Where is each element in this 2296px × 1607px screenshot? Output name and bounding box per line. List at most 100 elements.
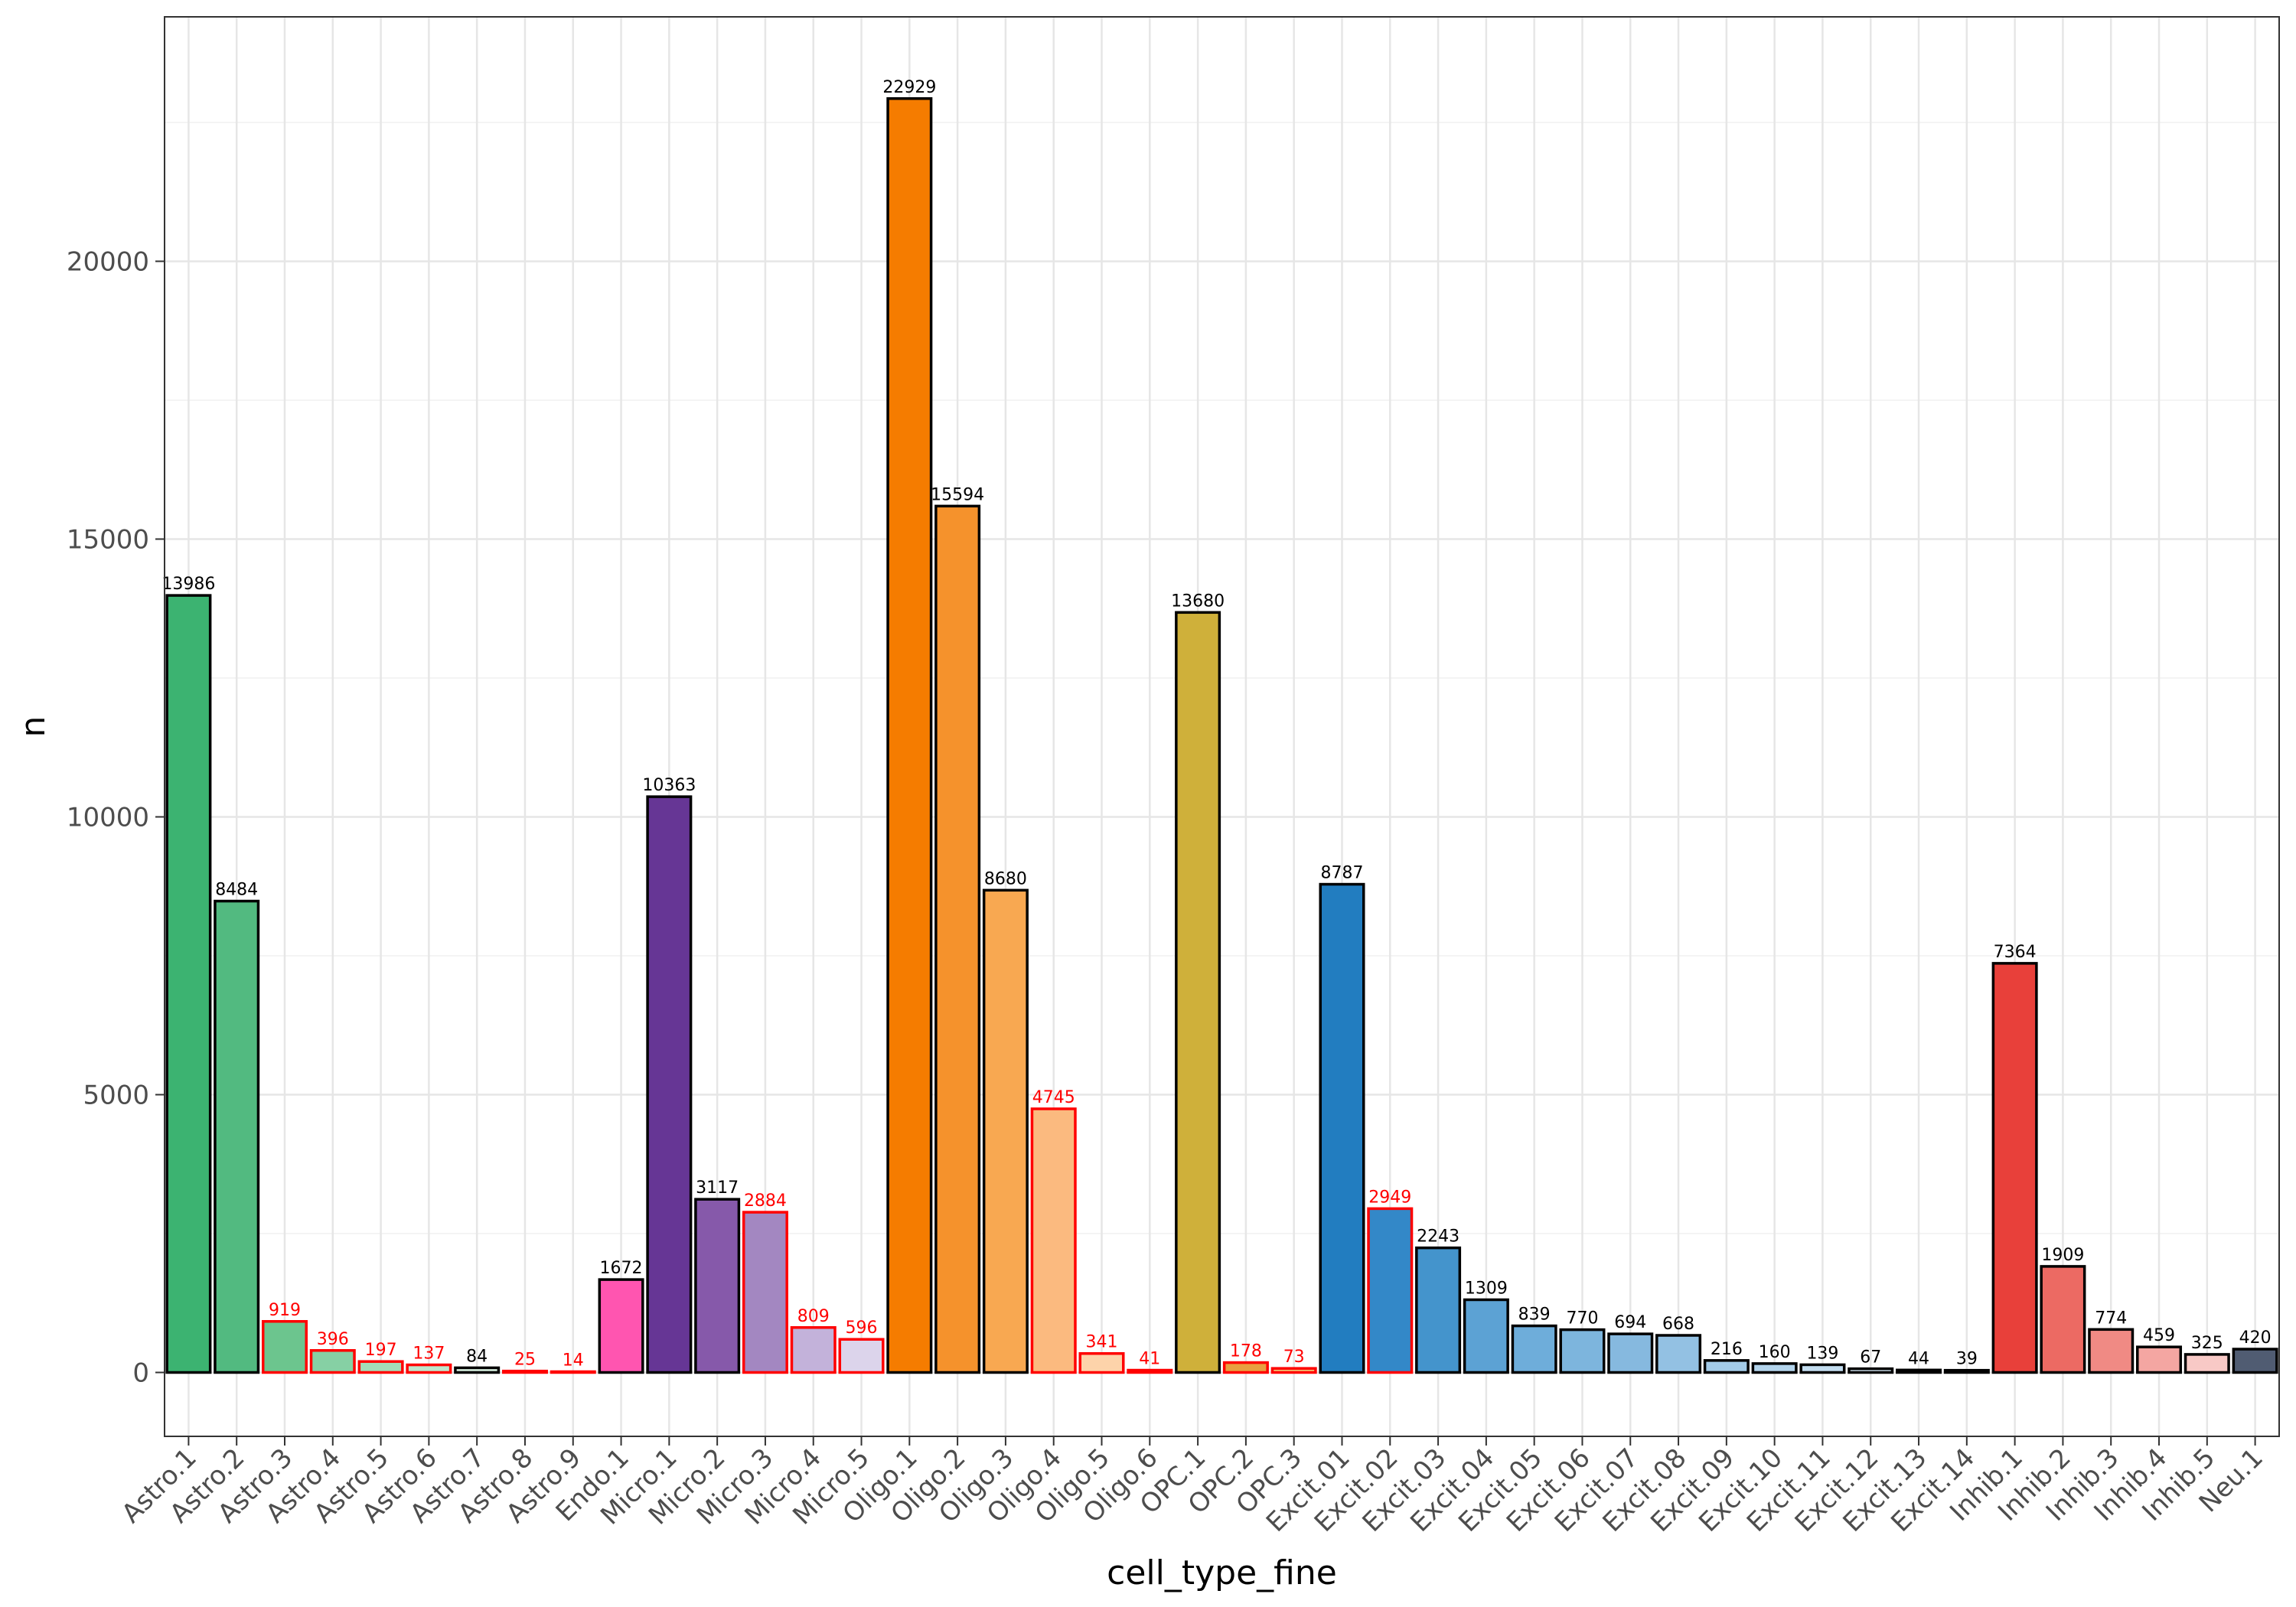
bar-Micro.2 (694, 1198, 741, 1374)
bar-OPC.1 (1175, 611, 1221, 1374)
bar-Oligo.2 (934, 504, 981, 1374)
bar-Astro.9 (550, 1370, 596, 1374)
bar-value-label: 3117 (696, 1178, 739, 1198)
bar-value-label: 694 (1614, 1313, 1646, 1332)
bar-Oligo.5 (1078, 1351, 1125, 1374)
y-axis-title: n (14, 716, 53, 738)
bar-value-label: 137 (413, 1345, 445, 1364)
bar-Excit.08 (1655, 1334, 1702, 1374)
bar-Micro.5 (838, 1338, 885, 1374)
bar-value-label: 4745 (1032, 1088, 1075, 1107)
bar-value-label: 325 (2191, 1334, 2223, 1353)
bar-value-labels: 13986 8484 919 396 197 137 84 25 14 1672 10363 3117… (161, 78, 2271, 1371)
bar-Excit.11 (1799, 1363, 1846, 1374)
bar-Astro.4 (309, 1349, 356, 1374)
bar-Excit.09 (1703, 1359, 1750, 1374)
bar-Excit.05 (1511, 1324, 1557, 1374)
bar-Micro.3 (742, 1211, 788, 1374)
bar-OPC.3 (1270, 1367, 1317, 1374)
bar-value-label: 44 (1908, 1349, 1929, 1368)
bar-Excit.01 (1319, 882, 1365, 1374)
y-tick-label: 5000 (83, 1080, 149, 1110)
bar-value-label: 139 (1806, 1344, 1838, 1363)
bar-value-label: 1672 (600, 1259, 643, 1278)
bar-Astro.7 (454, 1366, 501, 1374)
bar-value-label: 84 (466, 1347, 488, 1366)
bar-value-label: 396 (317, 1330, 349, 1349)
bar-Excit.06 (1559, 1328, 1606, 1374)
bar-value-label: 839 (1518, 1305, 1551, 1325)
plot-panel (165, 17, 2279, 1436)
bar-Excit.14 (1943, 1368, 1990, 1374)
bar-value-label: 216 (1711, 1340, 1743, 1359)
bar-value-label: 39 (1956, 1350, 1978, 1369)
bar-Excit.07 (1607, 1332, 1654, 1374)
bar-Oligo.4 (1030, 1107, 1077, 1374)
bar-Astro.3 (261, 1320, 308, 1374)
bar-Inhib.3 (2088, 1328, 2135, 1374)
bar-value-label: 420 (2239, 1328, 2272, 1348)
bar-value-label: 73 (1283, 1348, 1305, 1367)
bar-value-label: 22929 (882, 78, 936, 97)
bar-value-label: 67 (1860, 1348, 1881, 1367)
bar-Inhib.5 (2183, 1353, 2230, 1374)
bar-Inhib.1 (1991, 962, 2038, 1374)
x-axis-title: cell_type_fine (1107, 1553, 1337, 1592)
y-axis: 0 5000 10000 15000 20000 (67, 246, 165, 1389)
bar-Excit.02 (1367, 1207, 1414, 1374)
bar-value-label: 1909 (2041, 1246, 2084, 1265)
bar-value-label: 668 (1662, 1315, 1694, 1334)
bar-Astro.8 (501, 1369, 548, 1374)
bar-value-label: 41 (1139, 1350, 1160, 1369)
y-tick-label: 0 (132, 1358, 149, 1389)
bar-value-label: 341 (1086, 1333, 1118, 1352)
bar-value-label: 13680 (1171, 592, 1225, 611)
bar-value-label: 7364 (1994, 943, 2037, 962)
bar-value-label: 8484 (215, 881, 258, 900)
y-tick-label: 20000 (67, 246, 149, 277)
bar-Inhib.2 (2040, 1265, 2086, 1374)
bar-value-label: 197 (365, 1341, 397, 1360)
bar-Astro.2 (214, 899, 260, 1374)
bar-Excit.10 (1751, 1362, 1798, 1374)
bar-Oligo.3 (982, 888, 1029, 1374)
bar-Excit.13 (1896, 1368, 1942, 1374)
bar-value-label: 2884 (744, 1191, 787, 1211)
bars (165, 97, 2278, 1374)
y-tick-label: 15000 (67, 524, 149, 555)
bar-value-label: 596 (846, 1319, 878, 1338)
bar-value-label: 1309 (1465, 1279, 1508, 1298)
bar-OPC.2 (1222, 1361, 1269, 1374)
bar-Excit.03 (1415, 1246, 1462, 1374)
bar-value-label: 15594 (931, 485, 984, 504)
bar-value-label: 178 (1230, 1342, 1262, 1361)
bar-Excit.04 (1463, 1298, 1509, 1374)
bar-value-label: 809 (797, 1307, 830, 1326)
bar-value-label: 13986 (161, 575, 215, 594)
bar-value-label: 8680 (984, 869, 1027, 888)
bar-Astro.5 (357, 1360, 404, 1374)
bar-value-label: 8787 (1320, 864, 1363, 883)
y-tick-label: 10000 (67, 802, 149, 833)
bar-Oligo.6 (1127, 1368, 1173, 1374)
bar-Oligo.1 (886, 97, 933, 1374)
bar-Micro.1 (646, 795, 693, 1374)
bar-Inhib.4 (2136, 1345, 2183, 1374)
bar-Astro.6 (406, 1363, 452, 1374)
bar-Neu.1 (2232, 1348, 2278, 1374)
bar-value-label: 2949 (1368, 1188, 1411, 1207)
plot-border (164, 16, 2280, 1437)
bar-value-label: 919 (269, 1301, 301, 1320)
bar-value-label: 774 (2095, 1309, 2127, 1328)
bar-value-label: 25 (514, 1351, 536, 1370)
bar-Astro.1 (165, 594, 212, 1374)
bar-value-label: 14 (563, 1351, 584, 1370)
bar-value-label: 10363 (642, 776, 696, 795)
bar-value-label: 770 (1566, 1309, 1598, 1328)
bar-Endo.1 (598, 1278, 644, 1374)
bar-Excit.12 (1848, 1367, 1894, 1374)
bar-Micro.4 (790, 1326, 837, 1374)
bar-value-label: 2243 (1417, 1227, 1459, 1247)
bar-value-label: 160 (1759, 1343, 1791, 1362)
